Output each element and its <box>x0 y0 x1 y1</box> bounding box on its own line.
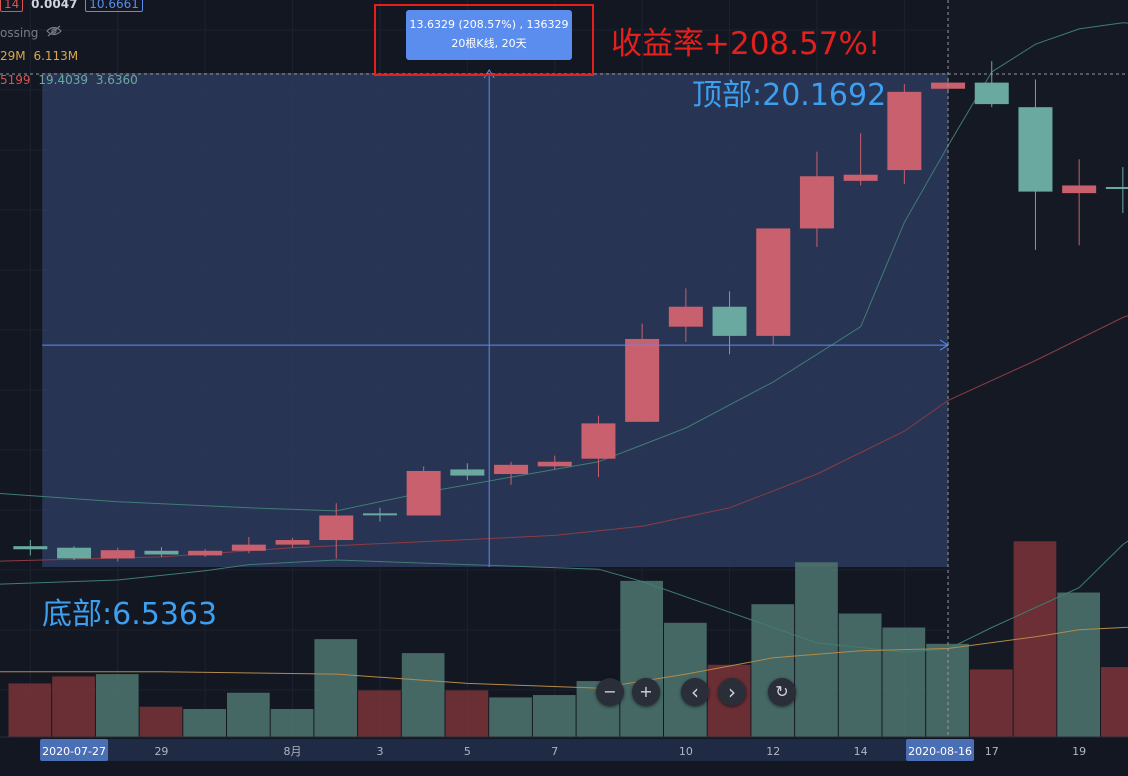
candle-body <box>57 548 91 559</box>
candle-body <box>756 228 790 335</box>
volume-bar <box>751 604 794 737</box>
x-axis: 2020-07-27 29 8月 3 5 7 10 12 14 2020-08-16 17 19 <box>0 737 1128 772</box>
x-axis-tick-label: 7 <box>551 745 558 758</box>
x-axis-tick-label: 5 <box>464 745 471 758</box>
volume-bar <box>1057 593 1100 737</box>
legend-value: 29M <box>0 49 26 63</box>
legend-value: 6.113M <box>33 49 78 63</box>
measure-highlight <box>42 73 948 567</box>
candle-body <box>13 546 47 549</box>
scroll-left-button[interactable]: ‹ <box>681 678 709 706</box>
candle-body <box>101 550 135 558</box>
x-axis-tick-label: 10 <box>679 745 693 758</box>
legend-value: 5199 <box>0 73 31 87</box>
candle[interactable] <box>57 546 91 560</box>
candle-body <box>1018 107 1052 191</box>
measure-range-rect <box>42 73 948 567</box>
candle-body <box>713 307 747 336</box>
zoom-in-button[interactable]: + <box>632 678 660 706</box>
x-axis-tick-label: 8月 <box>284 745 302 758</box>
candle-body <box>232 545 266 551</box>
volume-bar <box>489 697 532 737</box>
volume-bar <box>620 581 663 737</box>
x-axis-tick-label: 3 <box>376 745 383 758</box>
volume-bar <box>795 562 838 737</box>
volume-bar <box>533 695 576 737</box>
volume-bar <box>52 676 95 737</box>
candle-body <box>1062 185 1096 193</box>
legend-row-3: 29M 6.113M <box>0 49 82 63</box>
legend-value: 3.6360 <box>96 73 138 87</box>
candle[interactable] <box>756 228 790 345</box>
candle-body <box>669 307 703 327</box>
volume-bar <box>839 614 882 737</box>
candle-body <box>625 339 659 422</box>
eye-off-icon[interactable] <box>46 25 62 40</box>
candle-body <box>844 175 878 181</box>
reset-chart-button[interactable]: ↻ <box>768 678 796 706</box>
legend-value: 10.6661 <box>85 0 143 12</box>
volume-bar <box>314 639 357 737</box>
volume-bar <box>96 674 139 737</box>
candle-body <box>319 515 353 540</box>
candle-body <box>800 176 834 228</box>
top-annotation: 顶部:20.1692 <box>692 70 886 114</box>
volume-bar <box>227 693 270 737</box>
volume-bar <box>402 653 445 737</box>
candle-body <box>581 423 615 458</box>
volume-bar <box>140 707 183 737</box>
zoom-out-button[interactable]: − <box>596 678 624 706</box>
candle-body <box>144 551 178 555</box>
candle[interactable] <box>887 84 921 184</box>
x-axis-tick-label: 19 <box>1072 745 1086 758</box>
candle-body <box>188 551 222 556</box>
volume-bar <box>970 669 1013 737</box>
measure-bars: 20根K线, 20天 <box>406 34 572 53</box>
volume-bar <box>9 683 52 737</box>
volume-bar <box>358 690 401 737</box>
volume-bar <box>446 690 489 737</box>
x-axis-tick-label: 14 <box>854 745 868 758</box>
measure-change: 13.6329 (208.57%) , 136329 <box>406 15 572 34</box>
candle-body <box>975 83 1009 104</box>
volume-bar <box>1101 667 1128 737</box>
bottom-annotation: 底部:6.5363 <box>42 589 217 633</box>
x-axis-tick-label: 2020-08-16 <box>908 745 972 758</box>
candle-body <box>407 471 441 516</box>
x-axis-tick-label: 29 <box>154 745 168 758</box>
legend-value: 0.0047 <box>31 0 77 11</box>
candle-body <box>494 465 528 474</box>
x-axis-tick-label: 12 <box>766 745 780 758</box>
legend-label: ossing <box>0 26 38 40</box>
candle-body <box>363 513 397 515</box>
legend-row-4: 5199 19.4039 3.6360 <box>0 73 142 87</box>
legend-value: 19.4039 <box>38 73 88 87</box>
volume-bar <box>271 709 314 737</box>
candle-body <box>887 92 921 170</box>
volume-bar <box>883 627 926 737</box>
candle-body <box>276 540 310 545</box>
candle-body <box>450 469 484 475</box>
candle[interactable] <box>407 466 441 515</box>
legend-value: 14 <box>0 0 23 12</box>
legend-row-1: 14 0.0047 10.6661 <box>0 0 147 12</box>
measure-info-box: 13.6329 (208.57%) , 136329 20根K线, 20天 <box>406 10 572 60</box>
x-axis-range-band <box>46 739 948 761</box>
x-axis-tick-label: 2020-07-27 <box>42 745 106 758</box>
scroll-right-button[interactable]: › <box>718 678 746 706</box>
candle-body <box>538 462 572 467</box>
return-annotation: 收益率+208.57%! <box>611 18 880 63</box>
candle-body <box>1106 187 1128 189</box>
x-axis-tick-label: 17 <box>985 745 999 758</box>
volume-bar <box>183 709 226 737</box>
legend-row-2: ossing <box>0 25 66 40</box>
